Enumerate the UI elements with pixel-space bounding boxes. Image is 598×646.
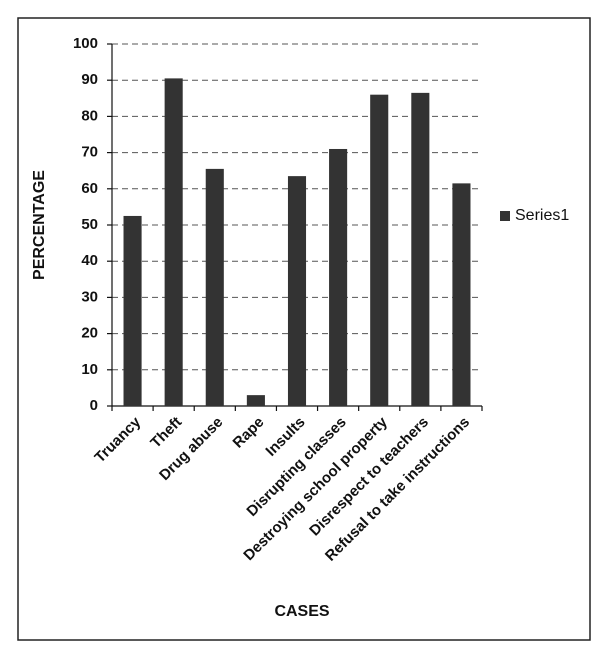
bar [370, 94, 389, 407]
bar [287, 176, 307, 406]
legend-label: Series1 [515, 207, 569, 224]
y-tick-label: 90 [81, 71, 98, 88]
bar [411, 92, 430, 407]
y-tick-label: 80 [81, 107, 98, 124]
chart-frame [17, 17, 591, 641]
legend-swatch [500, 211, 510, 221]
bar [246, 395, 265, 406]
bar [164, 78, 183, 406]
y-tick-label: 20 [81, 325, 98, 342]
y-tick-label: 70 [81, 144, 98, 161]
y-tick-label: 0 [90, 397, 98, 414]
y-tick-label: 40 [81, 252, 98, 269]
bar [329, 148, 348, 407]
y-tick-label: 50 [81, 216, 98, 233]
y-tick-label: 100 [73, 35, 98, 52]
y-axis-label: PERCENTAGE [31, 170, 48, 280]
y-tick-label: 60 [81, 180, 98, 197]
bar [205, 168, 224, 406]
x-tick-label: Truancy [91, 413, 144, 466]
bar [123, 215, 142, 406]
x-axis-label: CASES [274, 603, 329, 620]
x-tick-label: Theft [147, 414, 185, 452]
x-tick-label: Rape [230, 414, 268, 452]
y-tick-label: 30 [81, 288, 98, 305]
bar [452, 183, 471, 406]
y-tick-label: 10 [81, 361, 98, 378]
